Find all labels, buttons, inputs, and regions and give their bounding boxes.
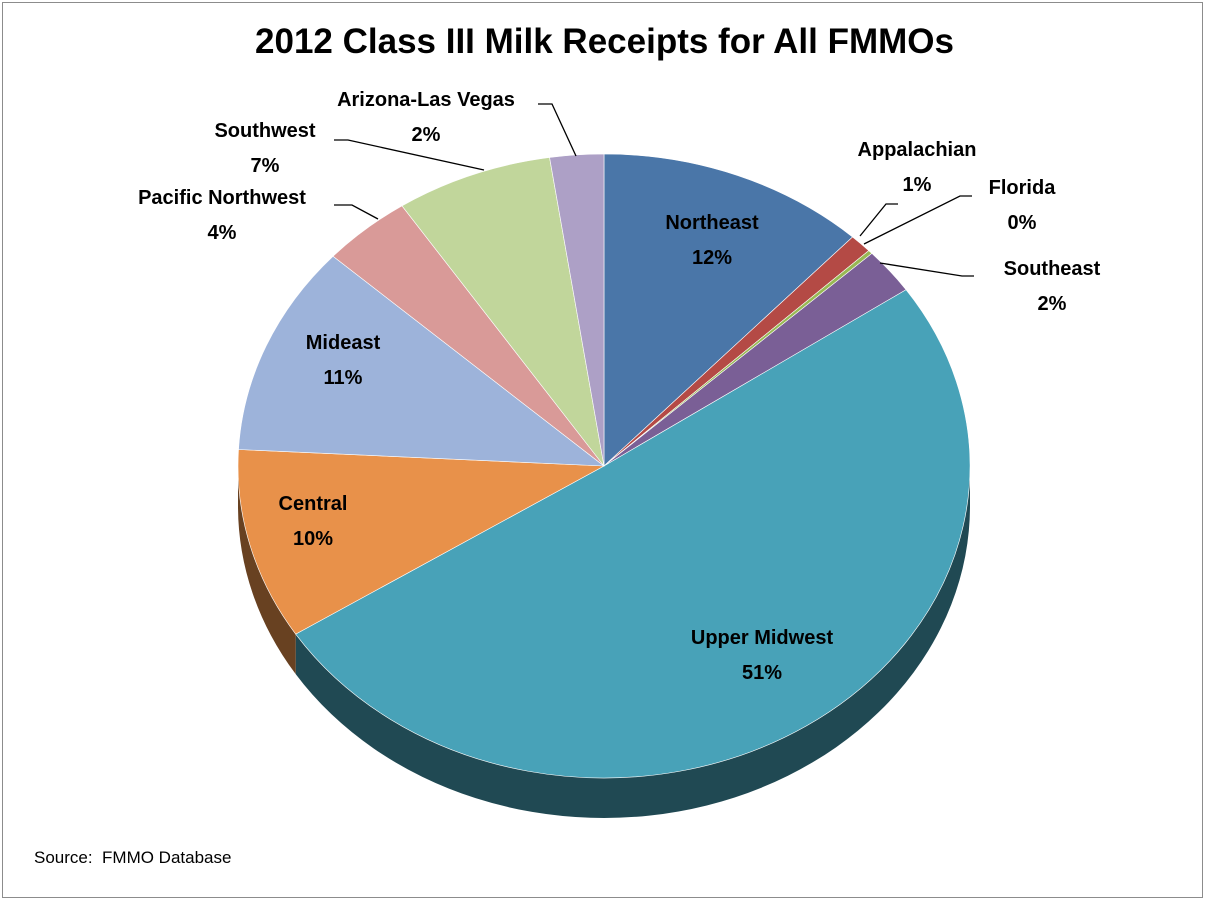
- pie-slice-central: [237, 449, 606, 635]
- data-label-name-arizona-las-vegas: Arizona-Las Vegas: [337, 89, 515, 111]
- leader-line-southeast: [879, 262, 974, 277]
- pie-slices: [237, 153, 971, 779]
- data-label-value-pacific-northwest: 4%: [208, 222, 237, 244]
- data-label-value-central: 10%: [293, 528, 333, 550]
- data-label-name-appalachian: Appalachian: [858, 139, 977, 161]
- data-label-name-northeast: Northeast: [665, 212, 759, 234]
- data-label-value-florida: 0%: [1008, 212, 1037, 234]
- data-label-name-southwest: Southwest: [214, 120, 315, 142]
- data-label-value-southwest: 7%: [251, 155, 280, 177]
- pie-side-central: [238, 466, 296, 675]
- data-label-value-mideast: 11%: [324, 367, 363, 389]
- data-label-name-central: Central: [279, 493, 348, 515]
- leader-lines: [334, 103, 974, 277]
- leader-line-appalachian: [859, 203, 898, 237]
- leader-line-arizona-las-vegas: [538, 103, 577, 157]
- data-label-value-appalachian: 1%: [903, 174, 932, 196]
- pie-slice-mideast: [238, 255, 605, 467]
- pie-slice-upper-midwest: [295, 289, 971, 779]
- chart-title: 2012 Class III Milk Receipts for All FMM…: [255, 22, 954, 61]
- pie-slice-arizona-las-vegas: [549, 153, 605, 467]
- data-label-name-southeast: Southeast: [1004, 258, 1101, 280]
- data-label-value-southeast: 2%: [1038, 293, 1067, 315]
- data-label-name-florida: Florida: [989, 177, 1057, 199]
- data-label-name-upper-midwest: Upper Midwest: [691, 627, 834, 649]
- pie-side-upper-midwest: [295, 466, 970, 818]
- data-label-value-upper-midwest: 51%: [742, 662, 782, 684]
- source-note: Source: FMMO Database: [34, 848, 232, 867]
- data-label-name-mideast: Mideast: [306, 332, 381, 354]
- data-label-value-northeast: 12%: [692, 247, 732, 269]
- data-labels: Northeast 12% Appalachian 1% Florida 0% Southe…: [138, 89, 1101, 684]
- leader-line-southwest: [334, 139, 485, 171]
- leader-line-pacific-northwest: [334, 204, 379, 220]
- data-label-value-arizona-las-vegas: 2%: [412, 124, 441, 146]
- pie-depth: [238, 466, 970, 818]
- pie-slice-southwest: [401, 157, 605, 467]
- pie-slice-northeast: [603, 153, 854, 467]
- data-label-name-pacific-northwest: Pacific Northwest: [138, 187, 306, 209]
- leader-line-florida: [863, 195, 972, 245]
